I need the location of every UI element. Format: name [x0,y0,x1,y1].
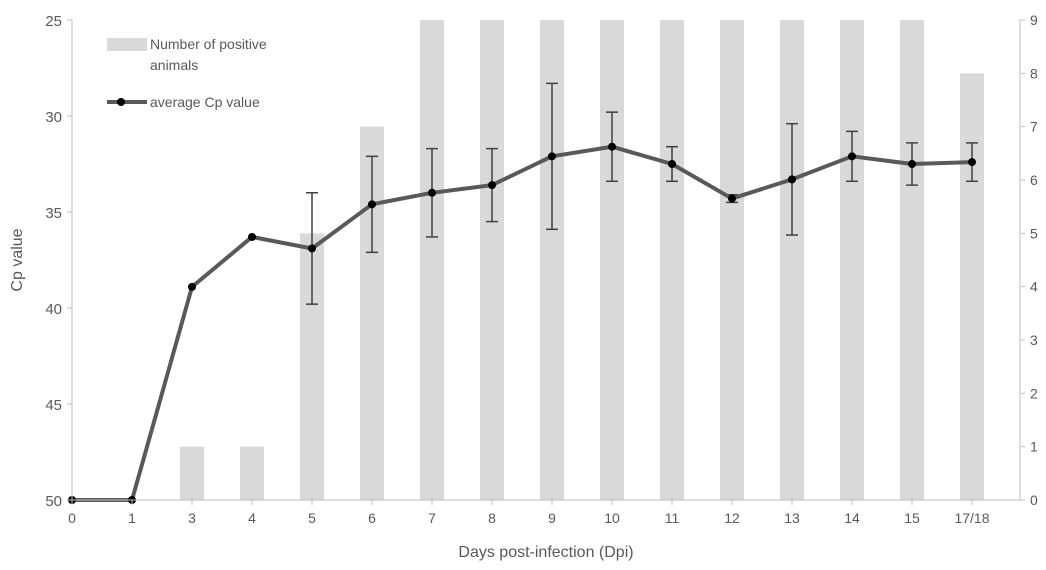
x-tick-label: 0 [68,510,76,526]
error-bars [306,82,978,305]
x-tick-label: 10 [604,510,620,526]
data-point [488,181,496,190]
right-tick-label: 7 [1030,119,1038,135]
bar [900,20,924,500]
bar [240,446,264,500]
axes [71,20,1021,501]
right-tick-label: 2 [1030,385,1038,401]
left-tick-label: 50 [45,493,62,510]
data-point [848,152,856,161]
x-tick-label: 17/18 [954,510,989,526]
right-tick-label: 4 [1030,279,1038,295]
x-tick-label: 6 [368,510,376,526]
left-tick-label: 40 [45,301,62,318]
left-tick-label: 30 [45,109,62,126]
right-tick-label: 3 [1030,332,1038,348]
x-tick-label: 5 [308,510,316,526]
y-axis-label: Cp value [9,228,26,291]
right-axis-ticks: 0 1 2 3 4 5 6 7 8 9 [1020,12,1038,508]
data-point [608,142,616,151]
bar [840,20,864,500]
legend-line-label: average Cp value [150,94,260,110]
x-tick-label: 3 [188,510,196,526]
data-point [908,160,916,168]
data-point [368,200,376,209]
left-tick-label: 25 [45,13,62,30]
bar [480,20,504,500]
right-tick-label: 8 [1030,65,1038,81]
data-point [428,188,436,197]
legend: Number of positive animals average Cp va… [107,36,267,110]
data-point [788,175,796,184]
legend-bar-swatch [107,38,147,51]
data-point [548,152,556,161]
bar [960,73,984,500]
x-tick-label: 9 [548,510,556,526]
x-tick-label: 1 [128,510,136,526]
x-axis-label: Days post-infection (Dpi) [458,544,633,561]
left-tick-label: 35 [45,205,62,222]
data-point [188,282,196,291]
x-tick-label: 7 [428,510,436,526]
data-point [668,160,676,168]
left-axis-ticks: 25 30 35 40 45 50 [45,13,72,510]
x-tick-label: 15 [904,510,920,526]
bar [660,20,684,500]
line-markers [68,142,976,504]
bar [780,20,804,500]
right-tick-label: 9 [1030,12,1038,28]
bar [720,20,744,500]
right-tick-label: 0 [1030,492,1038,508]
x-tick-label: 12 [724,510,740,526]
legend-line-marker [117,98,125,106]
bar [180,446,204,500]
data-point [308,244,316,253]
right-tick-label: 5 [1030,225,1038,241]
left-tick-label: 45 [45,397,62,414]
right-tick-label: 6 [1030,172,1038,188]
x-axis-ticks: 0 1 3 4 5 6 7 8 9 10 11 12 13 14 15 17/18 [68,500,990,526]
x-tick-label: 14 [844,510,860,526]
x-tick-label: 4 [248,510,256,526]
data-point [728,194,736,203]
data-point [248,232,256,241]
bar [420,20,444,500]
x-tick-label: 11 [665,510,680,526]
bar [600,20,624,500]
data-point [968,158,976,167]
cp-line [72,144,973,502]
right-tick-label: 1 [1030,439,1038,455]
legend-bar-label-line1: Number of positive [150,36,267,52]
x-tick-label: 8 [488,510,496,526]
line-series [72,144,973,502]
legend-bar-label-line2: animals [150,57,198,73]
bar-series [180,20,984,501]
x-tick-label: 13 [784,510,800,526]
